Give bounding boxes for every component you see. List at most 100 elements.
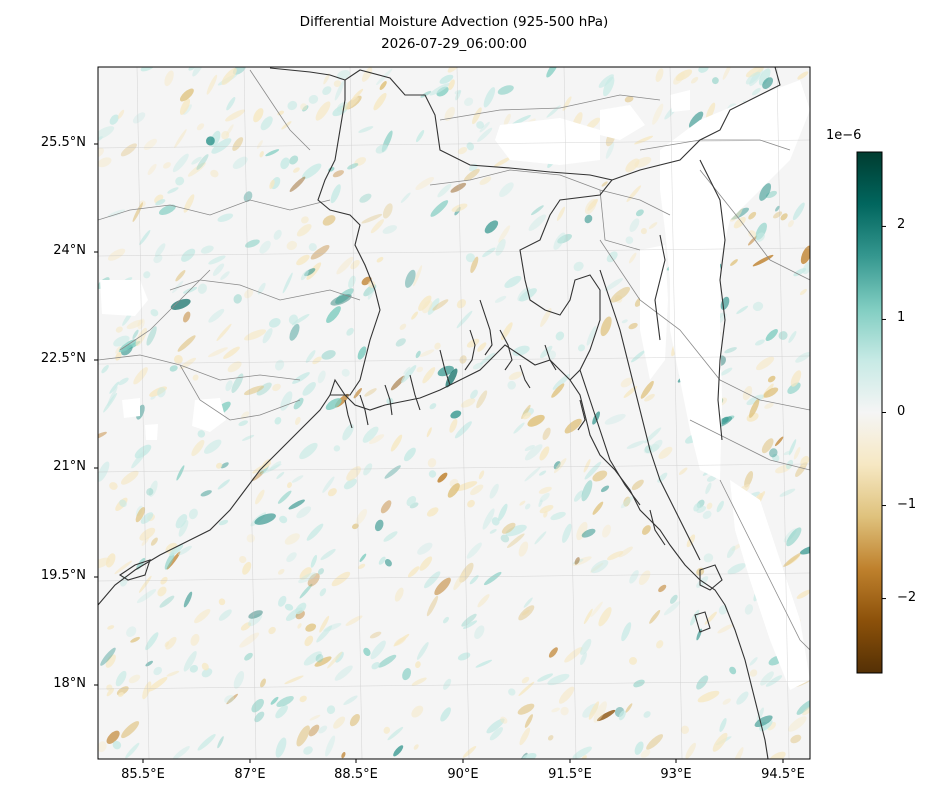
negative-advection-cell: [717, 624, 734, 634]
positive-advection-cell: [590, 560, 609, 574]
negative-advection-cell: [107, 248, 126, 261]
positive-advection-cell: [429, 83, 450, 96]
positive-advection-cell: [752, 87, 761, 96]
positive-advection-cell: [243, 191, 253, 202]
positive-advection-cell: [191, 156, 202, 165]
positive-advection-cell: [454, 89, 462, 95]
positive-advection-cell: [778, 331, 788, 340]
positive-advection-cell: [280, 157, 290, 170]
gridline-lon-2: [349, 67, 363, 759]
negative-advection-cell: [521, 609, 530, 616]
colorbar-tick-label: −2: [897, 589, 917, 605]
negative-advection-cell: [163, 162, 171, 169]
negative-advection-cell: [539, 446, 550, 461]
positive-advection-cell: [217, 213, 234, 222]
negative-advection-cell: [351, 523, 359, 530]
negative-advection-cell: [244, 288, 254, 299]
positive-advection-cell: [581, 480, 593, 502]
negative-advection-cell: [644, 393, 655, 402]
positive-advection-cell: [382, 225, 397, 234]
positive-advection-cell: [752, 301, 764, 311]
negative-advection-cell: [341, 751, 346, 759]
positive-advection-cell: [375, 144, 388, 154]
negative-advection-cell: [239, 632, 260, 648]
positive-advection-cell: [275, 359, 285, 371]
lat-tick-label: 19.5°N: [40, 568, 86, 583]
negative-advection-cell: [542, 427, 551, 441]
positive-advection-cell: [403, 447, 416, 462]
positive-advection-cell: [450, 410, 462, 419]
positive-advection-cell: [762, 720, 773, 731]
negative-advection-cell: [479, 176, 492, 185]
positive-advection-cell: [466, 142, 475, 151]
positive-advection-cell: [276, 696, 294, 707]
positive-advection-cell: [150, 309, 159, 317]
positive-advection-cell: [787, 382, 801, 394]
negative-advection-cell: [175, 270, 186, 282]
negative-advection-cell: [586, 117, 601, 130]
positive-advection-cell: [251, 698, 264, 713]
positive-advection-cell: [758, 68, 771, 86]
positive-advection-cell: [170, 298, 191, 310]
positive-advection-cell: [455, 90, 461, 101]
negative-advection-cell: [215, 462, 223, 469]
negative-advection-cell: [628, 252, 637, 264]
colorbar-gradient: [856, 151, 883, 674]
negative-advection-cell: [685, 742, 696, 759]
negative-advection-cell: [126, 319, 144, 330]
positive-advection-cell: [540, 345, 553, 359]
positive-advection-cell: [242, 434, 255, 441]
positive-advection-cell: [115, 670, 127, 687]
positive-advection-cell: [254, 711, 265, 723]
negative-advection-cell: [133, 367, 148, 385]
positive-advection-cell: [176, 465, 185, 481]
positive-advection-cell: [469, 575, 479, 585]
negative-advection-cell: [460, 398, 476, 408]
positive-advection-cell: [524, 444, 535, 452]
negative-advection-cell: [733, 747, 744, 759]
negative-advection-cell: [800, 455, 810, 467]
negative-advection-cell: [758, 491, 766, 501]
negative-advection-cell: [524, 714, 533, 728]
negative-advection-cell: [296, 725, 310, 747]
positive-advection-cell: [465, 253, 475, 263]
positive-advection-cell: [189, 664, 199, 673]
gridline-lat-5: [98, 680, 810, 690]
positive-advection-cell: [749, 657, 758, 666]
negative-advection-cell: [289, 176, 306, 192]
positive-advection-cell: [370, 640, 386, 660]
negative-advection-cell: [705, 102, 716, 121]
negative-advection-cell: [466, 338, 480, 348]
negative-advection-cell: [150, 537, 158, 546]
negative-advection-cell: [796, 589, 810, 599]
negative-advection-cell: [648, 222, 658, 230]
negative-advection-cell: [722, 698, 731, 705]
positive-advection-cell: [136, 557, 146, 570]
positive-advection-cell: [284, 603, 294, 611]
positive-advection-cell: [260, 116, 273, 131]
negative-advection-cell: [253, 108, 264, 123]
negative-advection-cell: [207, 347, 228, 358]
positive-advection-cell: [470, 389, 478, 399]
positive-advection-cell: [505, 524, 527, 537]
positive-advection-cell: [528, 214, 546, 231]
negative-advection-cell: [631, 479, 644, 491]
positive-advection-cell: [562, 523, 572, 543]
positive-advection-cell: [101, 364, 109, 374]
positive-advection-cell: [346, 327, 354, 336]
positive-advection-cell: [395, 338, 406, 347]
negative-advection-cell: [242, 561, 252, 575]
positive-advection-cell: [265, 149, 280, 157]
positive-advection-cell: [100, 647, 116, 666]
positive-advection-cell: [383, 531, 398, 542]
positive-advection-cell: [134, 444, 152, 459]
negative-advection-cell: [177, 335, 196, 352]
colorbar-tick-label: −1: [897, 496, 917, 512]
negative-advection-cell: [628, 322, 638, 330]
positive-advection-cell: [233, 294, 242, 304]
positive-advection-cell: [139, 229, 151, 246]
positive-advection-cell: [205, 136, 215, 146]
negative-advection-cell: [98, 557, 111, 569]
negative-advection-cell: [553, 458, 567, 474]
positive-advection-cell: [772, 453, 780, 462]
